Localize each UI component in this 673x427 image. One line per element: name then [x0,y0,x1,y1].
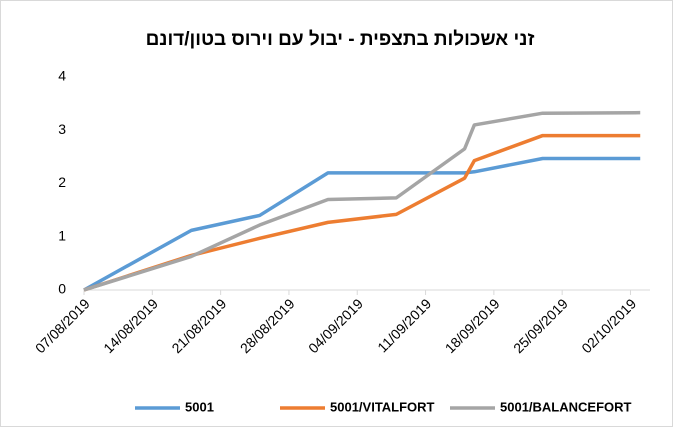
legend-label: 5001 [185,399,214,414]
legend-label: 5001/BALANCEFORT [500,399,632,414]
y-tick-label: 3 [58,121,66,137]
chart-title: זני אשכולות בתצפית - יבול עם וירוס בטון/… [146,29,535,50]
series-line [83,133,641,292]
series-line [83,156,641,292]
y-tick-label: 0 [58,281,66,297]
y-tick-label: 1 [58,227,66,243]
y-tick-label: 4 [58,68,66,84]
series-line [83,110,641,292]
y-tick-label: 2 [58,174,66,190]
legend-label: 5001/VITALFORT [330,399,435,414]
